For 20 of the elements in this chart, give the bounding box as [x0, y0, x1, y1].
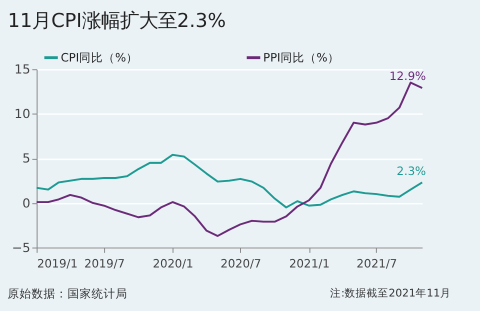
annotation: 12.9% — [389, 69, 426, 84]
y-tick-label: −5 — [12, 240, 30, 255]
y-tick-label: 5 — [22, 150, 30, 166]
legend-label: CPI同比（%） — [60, 50, 138, 65]
line-series — [36, 154, 424, 208]
line-series — [36, 82, 424, 237]
x-tick-label: 2020/1 — [152, 256, 194, 270]
text: 原始数据：国家统计局 — [8, 286, 128, 301]
x-tick-label: 2021/1 — [289, 256, 330, 270]
text: 注:数据截至2021年11月 — [330, 286, 452, 300]
y-tick-label: 10 — [14, 106, 30, 122]
legend-label: PPI同比（%） — [263, 50, 340, 65]
chart-title: 11月CPI涨幅扩大至2.3% — [8, 8, 226, 32]
x-tick-label: 2021/7 — [356, 256, 398, 270]
y-tick-label: 0 — [22, 195, 30, 210]
x-tick-label: 2019/1 — [37, 256, 78, 270]
x-tick-label: 2019/7 — [84, 256, 125, 270]
y-tick-label: 15 — [14, 62, 30, 77]
x-tick-label: 2020/7 — [220, 256, 262, 270]
annotation: 2.3% — [396, 164, 426, 178]
